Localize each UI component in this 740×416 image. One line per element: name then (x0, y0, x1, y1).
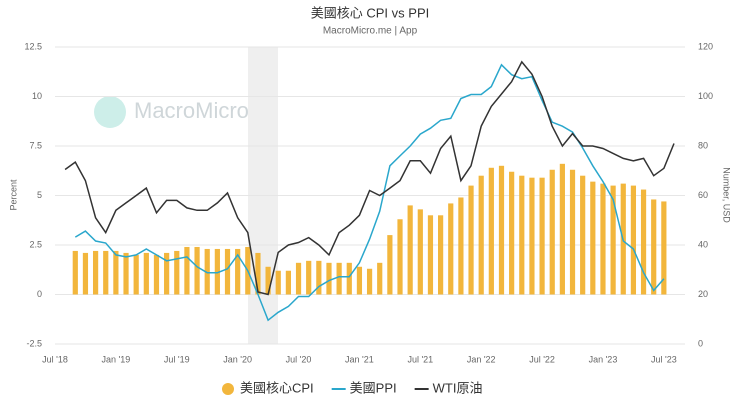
bar (184, 246, 190, 295)
bar (326, 262, 332, 295)
bar (488, 167, 494, 295)
bar (306, 260, 312, 295)
bar (377, 262, 383, 295)
bar (103, 250, 109, 295)
x-tick-label: Jul '18 (42, 354, 68, 364)
bar (478, 175, 484, 295)
bar (417, 209, 423, 295)
bar (194, 246, 200, 295)
x-tick-label: Jan '20 (223, 354, 252, 364)
y2-tick-label: 120 (698, 41, 713, 51)
bar (204, 248, 210, 295)
bar (123, 252, 129, 295)
chart-title: 美國核心 CPI vs PPI (311, 5, 429, 20)
line (74, 63, 665, 322)
bar (275, 270, 281, 295)
bar (255, 252, 261, 295)
bar (224, 248, 231, 295)
bar (539, 177, 545, 295)
x-tick-label: Jan '19 (102, 354, 131, 364)
bar (295, 262, 302, 295)
bar (214, 248, 220, 295)
bar (651, 199, 657, 295)
bar (559, 163, 565, 295)
y2-tick-label: 0 (698, 338, 703, 348)
watermark-logo (94, 96, 126, 128)
y2-tick-label: 40 (698, 239, 708, 249)
x-tick-label: Jul '23 (651, 354, 677, 364)
bar (600, 183, 606, 295)
bar (366, 268, 373, 295)
y-tick-label: 0 (37, 289, 42, 299)
legend-label: 美國核心CPI (240, 380, 314, 395)
bar (529, 177, 535, 295)
bar (590, 181, 596, 295)
bar (285, 270, 291, 295)
bar (458, 197, 464, 295)
bar (569, 169, 576, 295)
bar (356, 266, 363, 295)
bar (640, 189, 647, 295)
bar (92, 250, 99, 295)
legend-marker (222, 383, 234, 395)
bar (468, 185, 474, 295)
bar (448, 203, 454, 295)
x-tick-label: Jul '22 (529, 354, 555, 364)
bar (509, 171, 515, 295)
bar (336, 262, 342, 295)
x-tick-label: Jul '19 (164, 354, 190, 364)
y2-tick-label: 20 (698, 289, 708, 299)
y-tick-label: -2.5 (26, 338, 42, 348)
bar (498, 165, 505, 295)
chart-subtitle: MacroMicro.me | App (323, 26, 418, 37)
bar (153, 254, 160, 295)
bar (397, 219, 403, 295)
watermark: MacroMicro (134, 98, 249, 123)
x-tick-label: Jan '23 (589, 354, 618, 364)
bar (174, 250, 180, 295)
bar (387, 235, 393, 295)
y-tick-label: 2.5 (29, 239, 42, 249)
bar (630, 185, 637, 295)
bar (82, 252, 89, 295)
bar (235, 248, 241, 295)
bar (143, 252, 149, 295)
y2-axis-title: Number, USD (722, 167, 732, 223)
legend-label: WTI原油 (433, 380, 483, 395)
y2-tick-label: 80 (698, 140, 708, 150)
bar (610, 185, 616, 295)
y-tick-label: 7.5 (29, 140, 42, 150)
y-tick-label: 5 (37, 190, 42, 200)
bar (549, 169, 555, 295)
bar (519, 175, 525, 295)
bar (580, 175, 586, 295)
bar (661, 201, 667, 295)
y-tick-label: 12.5 (24, 41, 42, 51)
bar (438, 215, 444, 295)
bar (164, 252, 170, 295)
x-tick-label: Jul '21 (407, 354, 433, 364)
bar (133, 254, 139, 295)
bar (113, 250, 119, 295)
bar (316, 260, 322, 295)
bar (72, 250, 78, 295)
x-tick-label: Jan '22 (467, 354, 496, 364)
y2-tick-label: 100 (698, 91, 713, 101)
y-axis-title: Percent (8, 179, 18, 211)
y2-tick-label: 60 (698, 190, 708, 200)
line (64, 60, 675, 296)
x-tick-label: Jan '21 (345, 354, 374, 364)
bar (346, 262, 352, 295)
bar (265, 266, 271, 295)
x-tick-label: Jul '20 (286, 354, 312, 364)
bar (407, 205, 413, 295)
legend-label: 美國PPI (350, 380, 397, 395)
y-tick-label: 10 (32, 91, 42, 101)
bar (427, 215, 434, 295)
